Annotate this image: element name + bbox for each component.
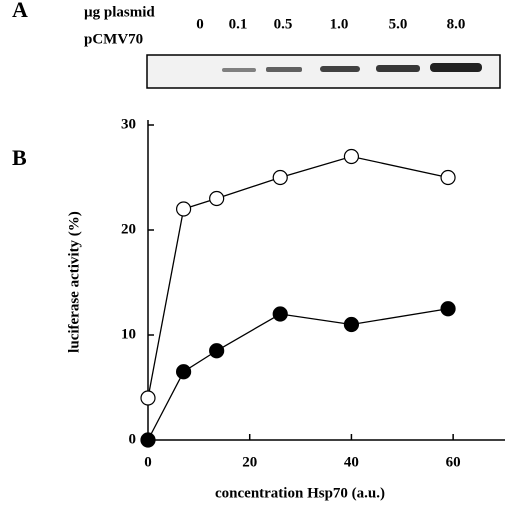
y-axis-label: luciferase activity (%) [66, 211, 82, 353]
y-tick-label: 10 [121, 326, 136, 342]
data-point [209, 190, 225, 207]
data-point [440, 169, 456, 186]
row-label: pCMV70 [84, 31, 143, 47]
data-point [176, 201, 192, 217]
data-point [209, 343, 225, 359]
series-line [147, 155, 449, 399]
series-line [147, 308, 449, 441]
dose-label: 5.0 [389, 16, 408, 32]
dose-label: 8.0 [447, 16, 466, 32]
data-point [272, 306, 288, 322]
y-tick-label: 20 [121, 221, 136, 237]
panel-label: B [12, 145, 27, 170]
dose-label: 1.0 [330, 16, 349, 32]
data-point [140, 432, 156, 448]
x-axis-label: concentration Hsp70 (a.u.) [215, 485, 385, 501]
data-point [272, 169, 288, 186]
x-tick-label: 60 [446, 454, 461, 470]
dose-label: 0.5 [274, 16, 293, 32]
x-tick-label: 20 [242, 454, 257, 470]
row-label: µg plasmid [84, 4, 155, 20]
data-point [176, 364, 192, 380]
data-point [440, 301, 456, 317]
y-tick-label: 30 [121, 116, 136, 132]
panel-label: A [12, 0, 28, 22]
y-tick-label: 0 [129, 431, 137, 447]
data-point [140, 390, 156, 406]
blot-bands [222, 63, 482, 72]
dose-label: 0 [196, 16, 204, 32]
data-point [343, 148, 360, 165]
dose-label: 0.1 [229, 16, 248, 32]
x-tick-label: 40 [344, 454, 359, 470]
data-point [343, 316, 360, 333]
x-tick-label: 0 [144, 454, 152, 470]
